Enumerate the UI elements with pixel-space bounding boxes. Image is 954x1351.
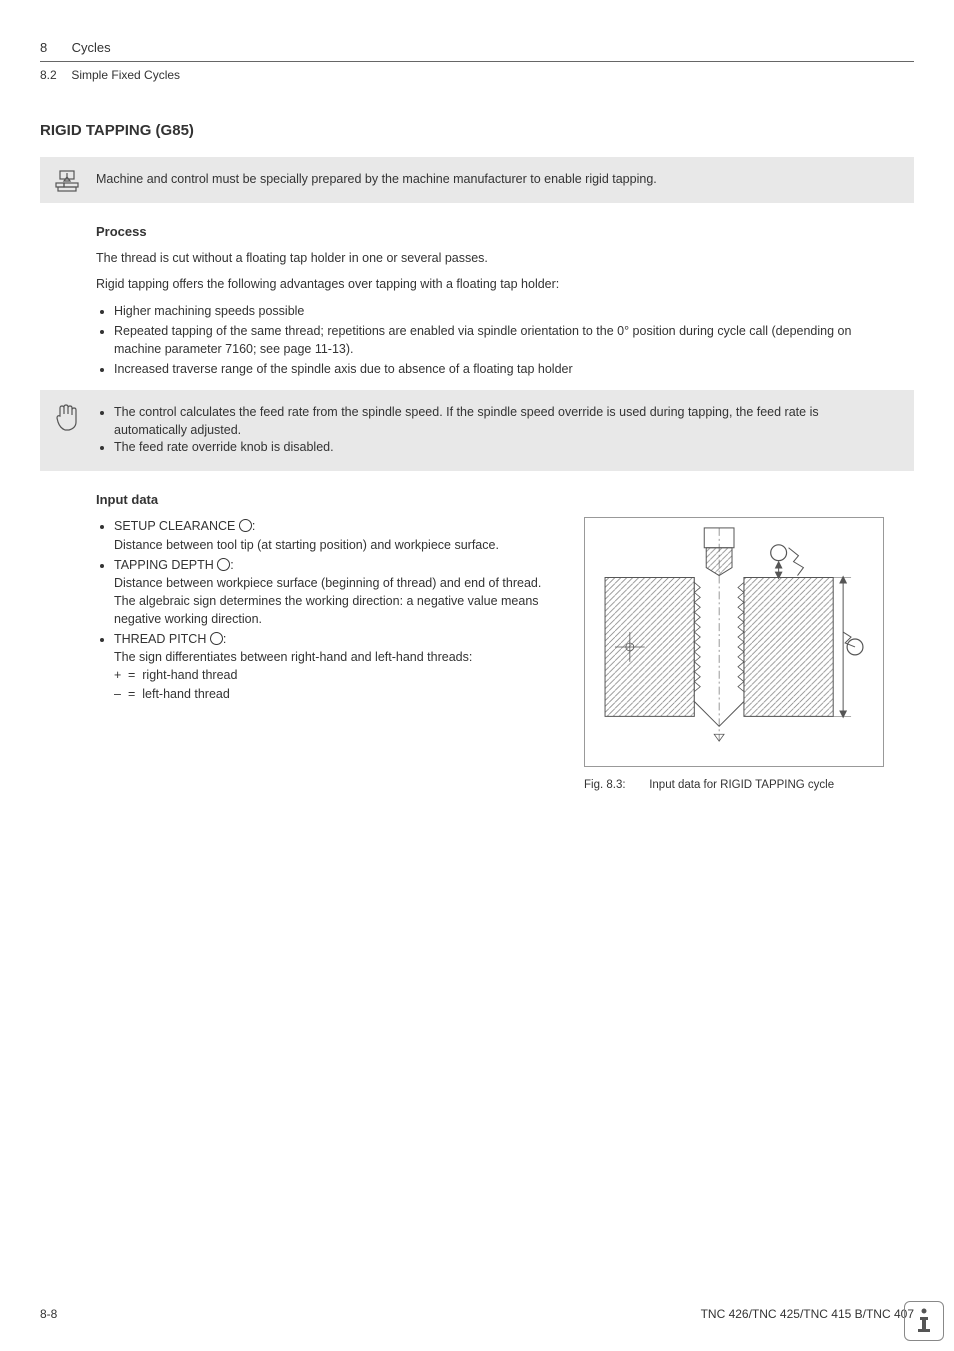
param-circle-icon xyxy=(239,519,252,532)
process-heading: Process xyxy=(96,223,884,242)
input-heading: Input data xyxy=(96,491,884,510)
list-item: THREAD PITCH : The sign differentiates b… xyxy=(114,630,564,703)
info-icon xyxy=(904,1301,944,1341)
figure-column: Fig. 8.3: Input data for RIGID TAPPING c… xyxy=(584,517,884,793)
list-item: Repeated tapping of the same thread; rep… xyxy=(114,322,884,358)
hand-note-b2: The feed rate override knob is disabled. xyxy=(114,439,894,457)
page-title: RIGID TAPPING (G85) xyxy=(40,122,914,139)
param-circle-icon xyxy=(217,558,230,571)
machine-note-text: Machine and control must be specially pr… xyxy=(96,172,657,186)
machine-icon xyxy=(54,169,80,201)
setup-clearance-desc: Distance between tool tip (at starting p… xyxy=(114,538,499,552)
chapter-number: 8 xyxy=(40,40,68,55)
input-block: Input data SETUP CLEARANCE : Distance be… xyxy=(96,491,884,794)
footer-page: 8-8 xyxy=(40,1307,57,1321)
chapter-title: Cycles xyxy=(72,40,111,55)
section-header: 8.2 Simple Fixed Cycles xyxy=(40,68,914,82)
plus-text: right-hand thread xyxy=(142,668,237,682)
section-title: Simple Fixed Cycles xyxy=(71,68,180,82)
list-item: Higher machining speeds possible xyxy=(114,302,884,320)
list-item: Increased traverse range of the spindle … xyxy=(114,360,884,378)
param-circle-icon xyxy=(210,632,223,645)
minus-sign: – xyxy=(114,685,128,703)
list-item: SETUP CLEARANCE : Distance between tool … xyxy=(114,517,564,553)
list-item: TAPPING DEPTH : Distance between workpie… xyxy=(114,556,564,629)
header-rule xyxy=(40,61,914,62)
plus-sign: + xyxy=(114,666,128,684)
section-number: 8.2 xyxy=(40,68,68,82)
figure-text: Input data for RIGID TAPPING cycle xyxy=(649,777,869,793)
footer-doc: TNC 426/TNC 425/TNC 415 B/TNC 407 xyxy=(701,1307,914,1321)
machine-note-box: Machine and control must be specially pr… xyxy=(40,157,914,203)
tapping-depth-desc: Distance between workpiece surface (begi… xyxy=(114,576,541,626)
input-text-col: SETUP CLEARANCE : Distance between tool … xyxy=(96,517,564,793)
minus-text: left-hand thread xyxy=(142,687,230,701)
figure-diagram xyxy=(584,517,884,767)
setup-clearance-label: SETUP CLEARANCE xyxy=(114,519,235,533)
hand-icon xyxy=(54,402,80,438)
thread-pitch-desc: The sign differentiates between right-ha… xyxy=(114,650,472,664)
hand-note-b1: The control calculates the feed rate fro… xyxy=(114,404,894,439)
tapping-depth-label: TAPPING DEPTH xyxy=(114,558,214,572)
hand-note-box: The control calculates the feed rate fro… xyxy=(40,390,914,471)
figure-caption: Fig. 8.3: Input data for RIGID TAPPING c… xyxy=(584,777,884,793)
figure-number: Fig. 8.3: xyxy=(584,777,646,793)
process-bullets: Higher machining speeds possible Repeate… xyxy=(96,302,884,379)
process-p2: Rigid tapping offers the following advan… xyxy=(96,275,884,293)
page-footer: 8-8 TNC 426/TNC 425/TNC 415 B/TNC 407 xyxy=(40,1307,914,1321)
page-header: 8 Cycles 8.2 Simple Fixed Cycles xyxy=(40,40,914,82)
thread-pitch-label: THREAD PITCH xyxy=(114,632,206,646)
process-block: Process The thread is cut without a floa… xyxy=(96,223,884,379)
process-p1: The thread is cut without a floating tap… xyxy=(96,249,884,267)
